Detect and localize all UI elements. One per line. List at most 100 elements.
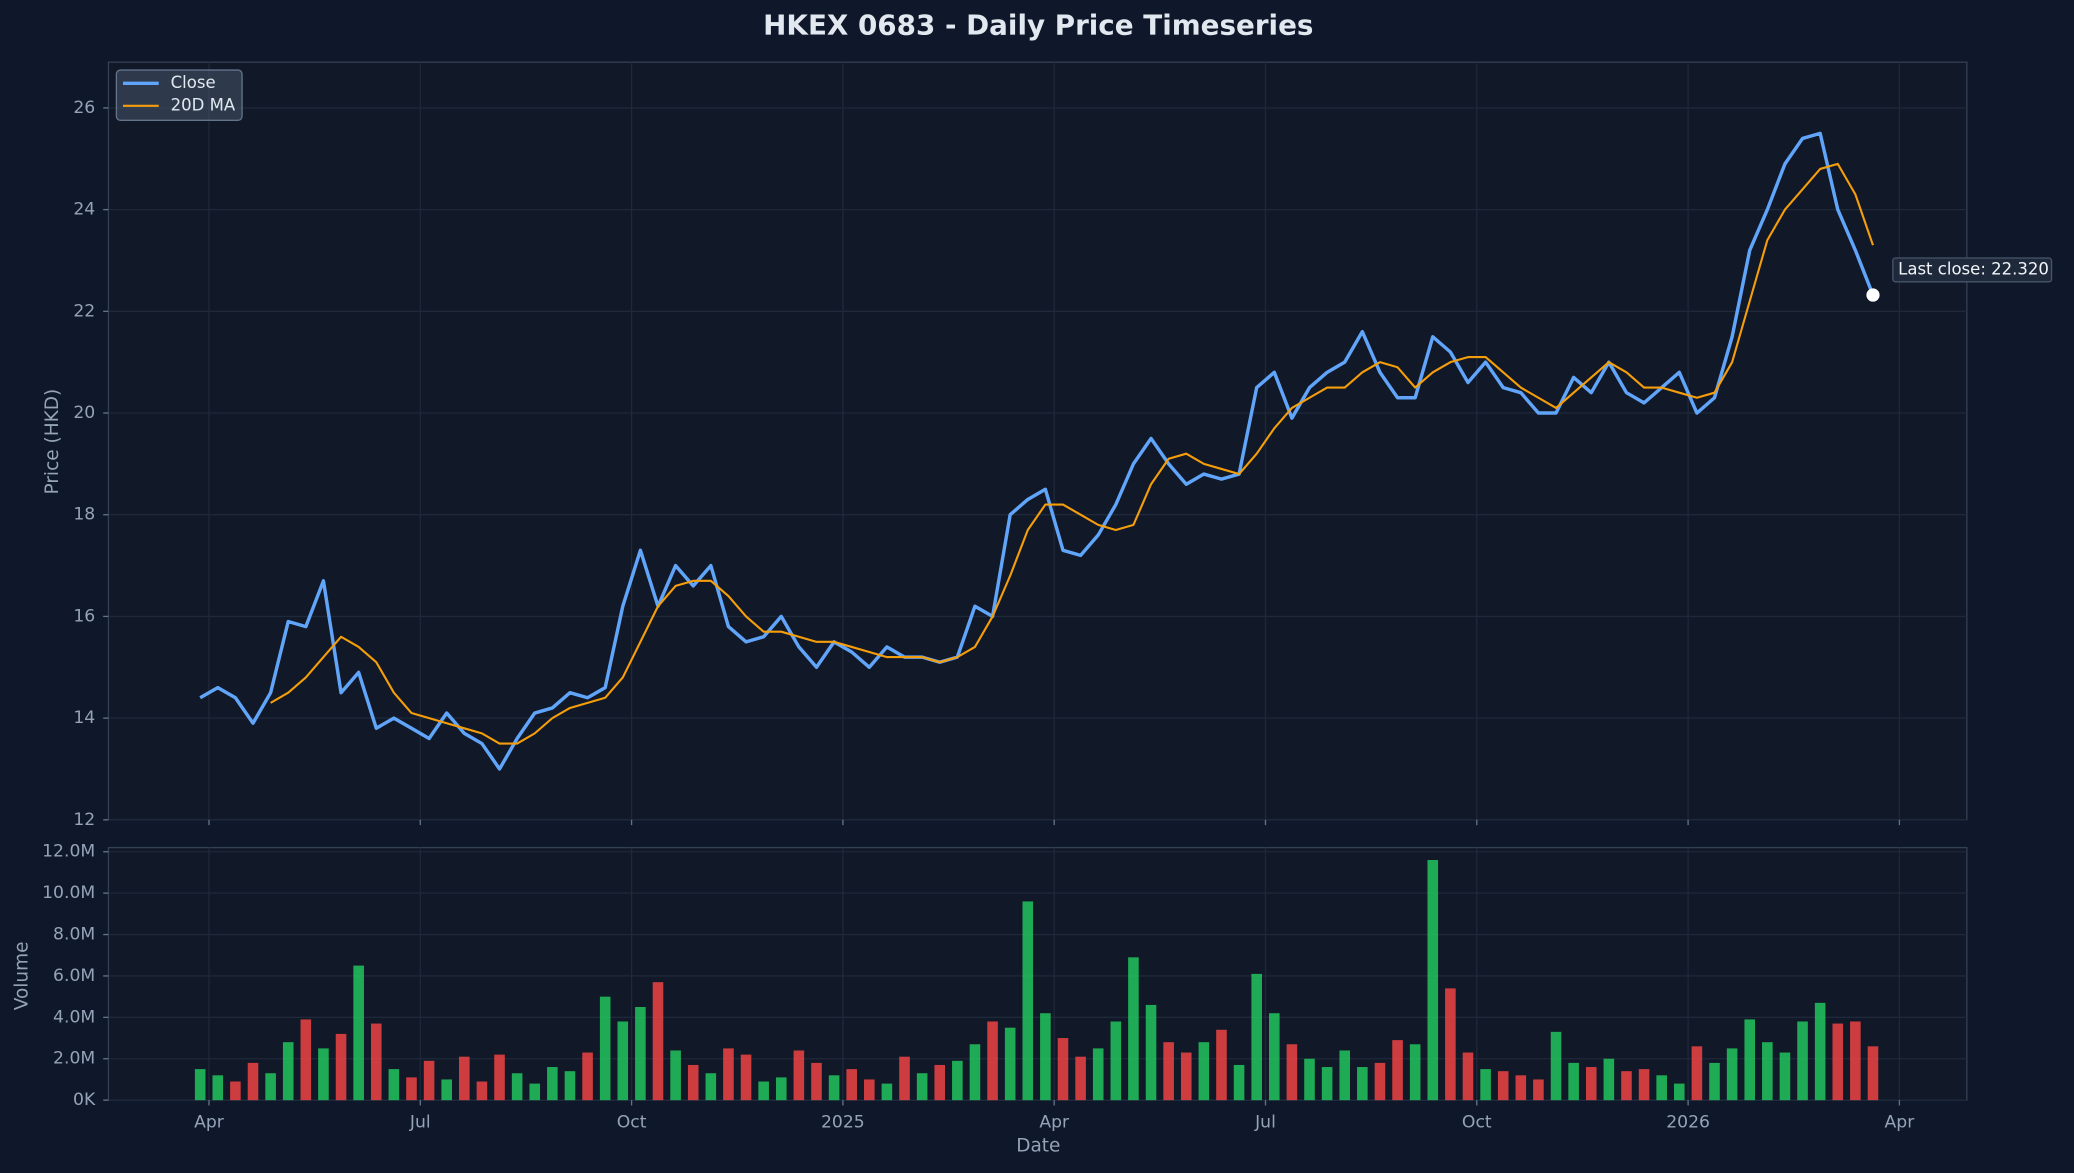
volume-bar	[511, 1073, 523, 1101]
y-tick-label: 20	[73, 403, 95, 423]
x-axis-label: Date	[1016, 1135, 1060, 1156]
volume-bar	[775, 1077, 787, 1101]
volume-bar	[1233, 1064, 1245, 1101]
volume-bar	[265, 1073, 276, 1101]
y-tick-label: 2.0M	[53, 1049, 95, 1069]
volume-bar	[1198, 1042, 1210, 1101]
chart-title: HKEX 0683 - Daily Price Timeseries	[763, 8, 1313, 41]
volume-bar	[793, 1050, 805, 1101]
volume-bar	[529, 1083, 541, 1101]
y-tick-label: 12	[73, 810, 95, 830]
volume-bar	[1832, 1023, 1844, 1101]
volume-bar	[1462, 1052, 1474, 1101]
y-tick-label: 8.0M	[53, 925, 95, 945]
y-tick-label: 12.0M	[42, 842, 95, 862]
volume-bar	[1409, 1044, 1421, 1101]
volume-bar	[687, 1064, 699, 1101]
annotation: Last close: 22.320	[1892, 257, 2053, 283]
volume-bar	[987, 1021, 998, 1101]
x-tick-label: Jul	[1254, 1113, 1276, 1133]
volume-bar	[423, 1060, 435, 1101]
legend-label: Close	[171, 73, 216, 92]
volume-bar	[1057, 1038, 1069, 1101]
y-tick-label: 0K	[73, 1090, 96, 1110]
volume-bar	[1075, 1056, 1086, 1101]
volume-bar	[1797, 1021, 1808, 1101]
volume-bar	[1533, 1079, 1544, 1101]
volume-bar	[1392, 1040, 1403, 1101]
price-plot-area	[107, 61, 1968, 821]
volume-bar	[476, 1081, 488, 1101]
volume-bar	[353, 965, 364, 1101]
volume-bar	[1603, 1058, 1615, 1101]
volume-bar	[441, 1079, 452, 1101]
volume-bar	[1004, 1027, 1016, 1101]
volume-bar	[1040, 1013, 1051, 1101]
volume-bar	[388, 1069, 400, 1101]
volume-bar	[1691, 1046, 1703, 1101]
volume-bar	[1709, 1062, 1720, 1101]
x-tick-label: Oct	[617, 1113, 647, 1133]
volume-bar	[370, 1023, 382, 1101]
volume-bar	[1621, 1071, 1632, 1101]
volume-bar	[1779, 1052, 1791, 1101]
volume-bar	[969, 1044, 981, 1101]
volume-bar	[1304, 1058, 1315, 1101]
annotation-box	[1892, 257, 2053, 283]
x-tick-label: 2025	[821, 1113, 865, 1133]
volume-bar	[1656, 1075, 1667, 1101]
volume-bar	[1216, 1029, 1227, 1101]
volume-bar	[740, 1054, 752, 1101]
volume-bar	[1092, 1048, 1104, 1101]
volume-bar	[652, 982, 664, 1101]
volume-bar	[1515, 1075, 1527, 1101]
y-tick-label: 24	[73, 200, 95, 220]
volume-bar	[582, 1052, 593, 1101]
volume-bar	[335, 1033, 347, 1101]
volume-bar	[1357, 1067, 1368, 1101]
volume-bar	[723, 1048, 734, 1101]
volume-bar	[1163, 1042, 1174, 1101]
volume-bar	[705, 1073, 717, 1101]
y-tick-label: 14	[73, 708, 95, 728]
volume-bar	[811, 1062, 822, 1101]
volume-bar	[864, 1079, 875, 1101]
x-tick-label: Apr	[1885, 1113, 1916, 1133]
volume-bar	[1110, 1021, 1122, 1101]
volume-bar	[494, 1054, 505, 1101]
volume-bar	[459, 1056, 470, 1101]
x-tick-label: Apr	[194, 1113, 225, 1133]
line-series	[199, 131, 1875, 771]
y-tick-label: 26	[73, 98, 95, 118]
x-tick-label: Oct	[1462, 1113, 1492, 1133]
x-tick-label: 2026	[1666, 1113, 1710, 1133]
volume-bar	[1286, 1044, 1298, 1101]
annotation-text: Last close: 22.320	[1898, 259, 2049, 278]
volume-bar	[1744, 1019, 1756, 1101]
volume-bar	[1550, 1031, 1562, 1101]
legend-label: 20D MA	[171, 95, 236, 114]
y-tick-label: 18	[73, 505, 95, 525]
figure: HKEX 0683 - Daily Price Timeseries Price…	[11, 8, 2053, 1156]
volume-bar	[1480, 1069, 1491, 1101]
volume-bar	[547, 1067, 558, 1101]
volume-bar	[1145, 1004, 1157, 1101]
volume-bar	[1568, 1062, 1579, 1101]
volume-bar	[1374, 1062, 1386, 1101]
volume-bar	[670, 1050, 681, 1101]
volume-bar	[1269, 1013, 1280, 1101]
volume-bar	[1850, 1021, 1861, 1101]
y-tick-label: 4.0M	[53, 1007, 95, 1027]
volume-bar	[1128, 957, 1139, 1101]
volume-bar	[230, 1081, 241, 1101]
volume-bar	[1427, 860, 1439, 1101]
volume-bar	[758, 1081, 769, 1101]
volume-bar	[635, 1006, 646, 1101]
y-tick-label: 6.0M	[53, 966, 95, 986]
volume-bar	[1022, 901, 1034, 1101]
volume-bar	[212, 1075, 224, 1101]
volume-bar	[934, 1064, 946, 1101]
volume-bar	[846, 1069, 857, 1101]
volume-bar	[247, 1062, 259, 1101]
x-tick-label: Jul	[409, 1113, 431, 1133]
